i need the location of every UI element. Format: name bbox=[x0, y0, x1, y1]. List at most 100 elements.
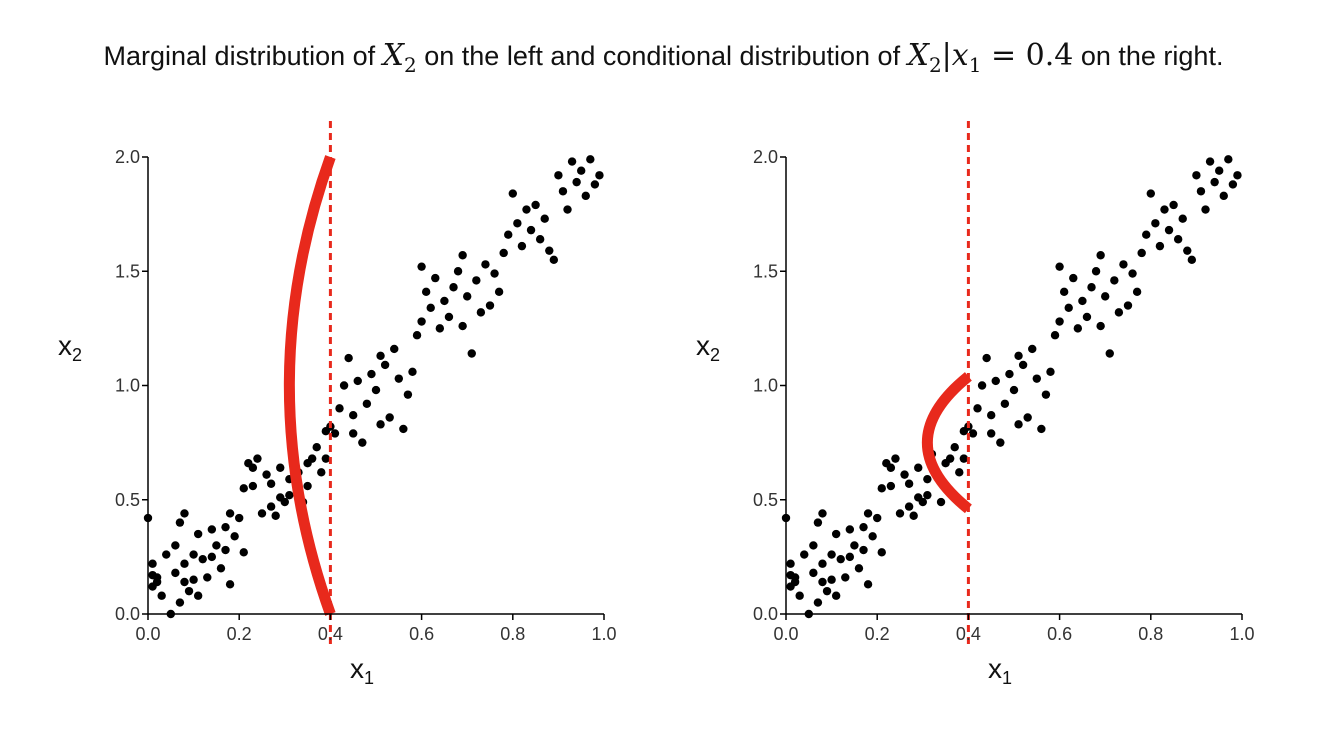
scatter-point bbox=[813, 598, 823, 607]
scatter-point bbox=[476, 308, 486, 317]
scatter-point bbox=[1055, 317, 1064, 326]
scatter-point bbox=[276, 463, 285, 472]
scatter-point bbox=[1215, 166, 1224, 175]
scatter-point bbox=[349, 411, 358, 420]
scatter-point bbox=[868, 532, 877, 541]
caption-math-sub2: 2 bbox=[928, 53, 942, 77]
scatter-point bbox=[1050, 331, 1060, 340]
caption-math-given: |x bbox=[941, 38, 969, 73]
y-axis-title-main: x bbox=[696, 330, 710, 361]
scatter-point bbox=[531, 200, 540, 210]
scatter-point bbox=[1037, 424, 1046, 434]
scatter-point bbox=[1014, 420, 1023, 429]
scatter-point bbox=[1096, 251, 1105, 260]
scatter-point bbox=[262, 470, 271, 479]
caption-math-sub: 2 bbox=[404, 53, 417, 77]
scatter-point bbox=[271, 511, 280, 520]
density-curve bbox=[921, 372, 972, 514]
scatter-point bbox=[412, 331, 422, 340]
scatter-point bbox=[790, 573, 800, 582]
scatter-point bbox=[987, 429, 996, 438]
y-tick-label: 0.0 bbox=[753, 604, 778, 624]
scatter-point bbox=[212, 541, 221, 550]
scatter-point bbox=[1146, 189, 1156, 198]
scatter-point bbox=[1110, 276, 1119, 285]
x-tick-label: 0.0 bbox=[773, 624, 798, 644]
scatter-point bbox=[235, 513, 244, 523]
scatter-point bbox=[1119, 260, 1128, 269]
scatter-point bbox=[225, 509, 235, 518]
caption-math-sub3: 1 bbox=[968, 53, 982, 77]
y-axis-title-main: x bbox=[58, 330, 72, 361]
y-tick-label: 2.0 bbox=[115, 147, 140, 167]
scatter-point bbox=[859, 522, 868, 532]
scatter-point bbox=[945, 454, 955, 463]
scatter-point bbox=[230, 532, 239, 541]
scatter-point bbox=[385, 413, 394, 422]
y-tick-label: 1.0 bbox=[753, 376, 778, 396]
scatter-point bbox=[831, 529, 841, 539]
scatter-point bbox=[535, 235, 545, 244]
scatter-point bbox=[545, 246, 554, 255]
scatter-point bbox=[1014, 351, 1023, 360]
scatter-point bbox=[180, 509, 189, 518]
scatter-point bbox=[996, 438, 1005, 447]
scatter-point bbox=[1192, 171, 1201, 180]
scatter-point bbox=[330, 429, 340, 438]
scatter-point bbox=[873, 513, 882, 523]
scatter-point bbox=[467, 349, 476, 358]
scatter-point bbox=[280, 497, 289, 507]
scatter-point bbox=[786, 559, 795, 568]
scatter-point bbox=[321, 454, 331, 463]
caption-math-marginal: X2 bbox=[383, 38, 417, 77]
scatter-point bbox=[841, 573, 850, 582]
caption-part1: Marginal distribution of bbox=[103, 41, 383, 71]
scatter-point bbox=[959, 454, 969, 463]
scatter-point bbox=[239, 548, 248, 557]
scatter-point bbox=[344, 353, 353, 363]
scatter-point bbox=[936, 497, 946, 507]
scatter-point bbox=[526, 225, 536, 235]
scatter-point bbox=[914, 463, 923, 472]
scatter-point bbox=[148, 559, 157, 568]
x-tick-label: 0.0 bbox=[135, 624, 160, 644]
scatter-point bbox=[955, 468, 964, 477]
y-axis-title-sub: 2 bbox=[72, 345, 82, 365]
scatter-point bbox=[349, 429, 358, 438]
scatter-point bbox=[827, 575, 836, 584]
x-tick-label: 1.0 bbox=[591, 624, 616, 644]
scatter-point bbox=[1187, 255, 1197, 265]
scatter-point bbox=[216, 564, 226, 573]
scatter-point bbox=[444, 312, 454, 322]
scatter-point bbox=[813, 518, 823, 527]
scatter-point bbox=[152, 573, 162, 582]
scatter-point bbox=[1023, 413, 1032, 422]
scatter-point bbox=[1196, 187, 1206, 196]
scatter-point bbox=[1210, 177, 1219, 187]
scatter-point bbox=[577, 166, 586, 175]
scatter-point bbox=[376, 351, 385, 360]
y-axis-title: x2 bbox=[58, 330, 82, 365]
scatter-point bbox=[818, 559, 827, 568]
scatter-point bbox=[522, 205, 531, 214]
scatter-point bbox=[435, 324, 445, 333]
scatter-point bbox=[1151, 219, 1160, 228]
scatter-point bbox=[1064, 303, 1073, 313]
scatter-point bbox=[175, 598, 185, 607]
scatter-point bbox=[189, 575, 198, 584]
scatter-point bbox=[485, 301, 495, 310]
scatter-point bbox=[581, 191, 590, 201]
scatter-point bbox=[353, 376, 362, 386]
scatter-point bbox=[517, 241, 527, 251]
scatter-point bbox=[923, 490, 932, 500]
scatter-point bbox=[845, 552, 855, 562]
scatter-point bbox=[221, 522, 230, 532]
scatter-point bbox=[1028, 344, 1037, 354]
scatter-point bbox=[795, 591, 804, 600]
scatter-point bbox=[1132, 287, 1142, 297]
scatter-point bbox=[586, 155, 595, 164]
scatter-point bbox=[895, 509, 905, 518]
scatter-point bbox=[266, 479, 276, 488]
scatter-point bbox=[800, 550, 809, 559]
